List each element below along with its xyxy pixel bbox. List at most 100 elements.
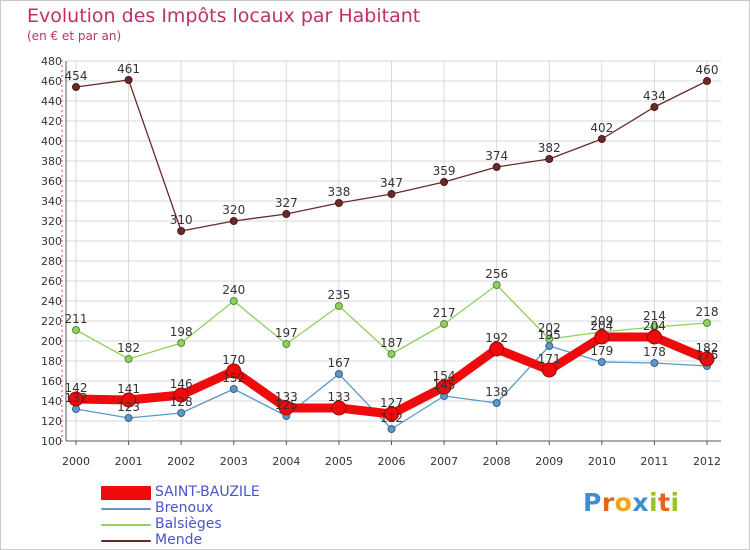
logo-letter: i	[670, 488, 680, 517]
x-tick-label: 2012	[693, 455, 721, 468]
logo-letter: i	[649, 488, 659, 517]
data-point	[173, 387, 189, 403]
y-tick-label: 120	[41, 415, 62, 428]
data-label: 256	[485, 267, 508, 281]
data-label: 179	[590, 344, 613, 358]
data-point	[436, 379, 452, 395]
data-point	[177, 409, 186, 417]
data-point	[650, 359, 659, 367]
legend-swatch	[101, 540, 151, 542]
legend-swatch	[101, 486, 151, 500]
data-point	[646, 329, 662, 345]
legend-label: Mende	[155, 532, 203, 548]
data-label: 202	[538, 321, 561, 335]
data-label: 125	[275, 398, 298, 412]
data-point	[229, 297, 238, 305]
logo-letter: x	[632, 488, 649, 517]
data-label: 214	[643, 309, 666, 323]
data-labels: 454 461 310 320 327 338 347 359 374 382 402 434 460 2…	[65, 62, 719, 425]
y-tick-label: 440	[41, 95, 62, 108]
legend-item: SAINT-BAUZILE	[101, 484, 361, 501]
data-label: 152	[222, 371, 245, 385]
y-tick-label: 140	[41, 395, 62, 408]
data-label: 175	[696, 348, 719, 362]
data-label: 454	[65, 69, 88, 83]
data-point	[229, 217, 238, 225]
data-label: 382	[538, 141, 561, 155]
x-tick-label: 2011	[640, 455, 668, 468]
y-tick-label: 340	[41, 195, 62, 208]
data-point	[492, 281, 501, 289]
data-point	[699, 351, 715, 367]
data-label: 359	[433, 164, 456, 178]
legend-swatch	[101, 508, 151, 510]
data-point	[282, 210, 291, 218]
data-label: 187	[380, 336, 403, 350]
data-label: 338	[327, 185, 350, 199]
y-tick-label: 240	[41, 295, 62, 308]
data-point	[124, 76, 133, 84]
y-tick-label: 180	[41, 355, 62, 368]
data-point	[545, 155, 554, 163]
data-label: 154	[433, 369, 456, 383]
data-label: 133	[275, 390, 298, 404]
data-point	[597, 358, 606, 366]
y-tick-label: 420	[41, 115, 62, 128]
data-point	[594, 329, 610, 345]
data-point	[440, 320, 449, 328]
data-label: 123	[117, 400, 140, 414]
data-point	[440, 178, 449, 186]
data-label: 327	[275, 196, 298, 210]
x-tick-label: 2008	[483, 455, 511, 468]
data-label: 133	[327, 390, 350, 404]
data-point	[334, 199, 343, 207]
data-point	[541, 362, 557, 378]
data-label: 211	[65, 312, 88, 326]
data-point	[492, 399, 501, 407]
y-tick-label: 480	[41, 55, 62, 68]
logo-letter: o	[614, 488, 633, 517]
x-tick-label: 2009	[535, 455, 563, 468]
data-point	[331, 400, 347, 416]
data-point	[124, 355, 133, 363]
legend-item: Brenoux	[101, 500, 361, 517]
data-point	[703, 77, 711, 85]
data-label: 141	[117, 382, 140, 396]
data-point	[703, 319, 711, 327]
y-tick-label: 100	[41, 435, 62, 448]
data-label: 178	[643, 345, 666, 359]
logo-letter: P	[583, 488, 602, 517]
data-point	[121, 392, 137, 408]
y-tick-label: 280	[41, 255, 62, 268]
data-point	[387, 190, 396, 198]
data-label: 374	[485, 149, 508, 163]
data-label: 138	[485, 385, 508, 399]
y-tick-label: 320	[41, 215, 62, 228]
data-point	[177, 227, 186, 235]
logo-letter: t	[658, 488, 671, 517]
x-tick-label: 2003	[220, 455, 248, 468]
data-label: 182	[696, 341, 719, 355]
y-tick-label: 460	[41, 75, 62, 88]
data-point	[334, 302, 343, 310]
x-tick-label: 2002	[167, 455, 195, 468]
legend-item: Balsièges	[101, 516, 361, 533]
data-label: 132	[65, 391, 88, 405]
data-label: 195	[538, 328, 561, 342]
x-tick-label: 2000	[62, 455, 90, 468]
data-label: 320	[222, 203, 245, 217]
x-tick-label: 2004	[272, 455, 300, 468]
data-point	[68, 391, 84, 407]
data-point	[124, 414, 133, 422]
data-label: 347	[380, 176, 403, 190]
data-label: 171	[538, 352, 561, 366]
y-tick-label: 200	[41, 335, 62, 348]
y-tick-label: 160	[41, 375, 62, 388]
data-point	[387, 350, 396, 358]
data-point	[282, 340, 291, 348]
data-point	[545, 342, 554, 350]
data-label: 146	[170, 377, 193, 391]
data-point	[384, 406, 399, 422]
data-label: 198	[170, 325, 193, 339]
